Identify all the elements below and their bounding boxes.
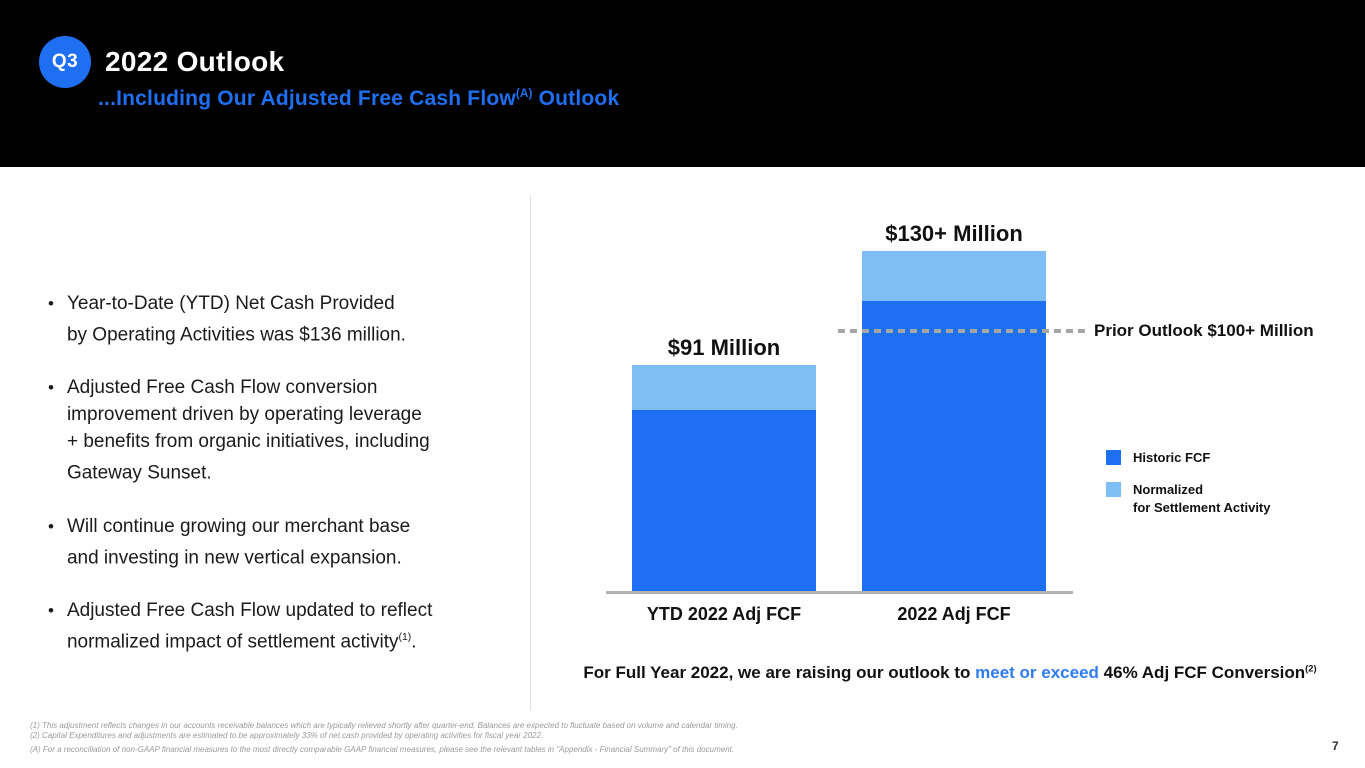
footnote-a: (A) For a reconciliation of non-GAAP fin…: [30, 745, 735, 754]
vertical-divider: [530, 196, 531, 710]
bar-2022-value-label: $130+ Million: [885, 221, 1023, 246]
bar-2022-historic-segment: [862, 301, 1046, 591]
normalized-swatch: [1106, 482, 1121, 497]
outlook-statement: For Full Year 2022, we are raising our o…: [540, 663, 1360, 683]
prior-outlook-dashed-line: [838, 329, 1087, 333]
q3-badge-label: Q3: [51, 51, 79, 72]
page-number: 7: [1332, 739, 1339, 753]
bar-2022-normalized-segment: [862, 251, 1046, 301]
bar-ytd-historic-segment: [632, 410, 816, 591]
x-axis-label-2022: 2022 Adj FCF: [897, 604, 1011, 624]
bullet-item: • Year-to-Date (YTD) Net Cash Provided b…: [48, 290, 518, 348]
prior-outlook-label: Prior Outlook $100+ Million: [1094, 321, 1314, 340]
bar-ytd-normalized-segment: [632, 365, 816, 410]
chart-baseline: [606, 591, 1073, 594]
bullet-footnote-ref: (1): [398, 631, 412, 643]
footnotes: (1) This adjustment reflects changes in …: [30, 721, 1130, 755]
subtitle-text: ...Including Our Adjusted Free Cash Flow: [98, 87, 516, 110]
outlook-text: For Full Year 2022, we are raising our o…: [583, 663, 976, 682]
subtitle-footnote-ref: (A): [515, 88, 533, 100]
footnote-2: (2) Capital Expenditures and adjustments…: [30, 731, 544, 740]
bullet-dot-icon: •: [48, 600, 54, 620]
slide-header: Q3 2022 Outlook ...Including Our Adjuste…: [0, 0, 1365, 167]
x-axis-label-ytd: YTD 2022 Adj FCF: [646, 604, 802, 624]
q3-badge: Q3: [39, 36, 91, 88]
legend-label: Historic FCF: [1133, 450, 1211, 465]
footnote-1: (1) This adjustment reflects changes in …: [30, 721, 738, 730]
bullet-dot-icon: •: [48, 378, 54, 398]
bullet-item: • Adjusted Free Cash Flow updated to ref…: [48, 597, 518, 655]
bar-ytd-value-label: $91 Million: [667, 335, 781, 360]
bullet-text: Adjusted Free Cash Flow updated to refle…: [66, 599, 433, 653]
bullet-dot-icon: •: [48, 294, 54, 313]
chart-legend: Historic FCF Normalized for Settlement A…: [1106, 449, 1271, 531]
outlook-text-suffix: 46% Adj FCF Conversion: [1098, 663, 1306, 682]
bullet-text: Adjusted Free Cash Flow conversion impro…: [66, 377, 430, 484]
page-title: 2022 Outlook: [105, 46, 285, 77]
legend-item-normalized: Normalized for Settlement Activity: [1106, 481, 1271, 517]
subtitle-text-suffix: Outlook: [532, 87, 620, 110]
bullet-list: • Year-to-Date (YTD) Net Cash Provided b…: [48, 290, 518, 681]
bullet-item: • Will continue growing our merchant bas…: [48, 513, 518, 571]
legend-label: Normalized for Settlement Activity: [1133, 482, 1271, 515]
bullet-text: Will continue growing our merchant base …: [66, 515, 411, 568]
bullet-dot-icon: •: [48, 516, 54, 536]
bullet-item: • Adjusted Free Cash Flow conversion imp…: [48, 374, 518, 486]
outlook-highlight: meet or exceed: [975, 663, 1099, 682]
slide-subtitle: ...Including Our Adjusted Free Cash Flow…: [98, 87, 619, 111]
legend-item-historic: Historic FCF: [1106, 449, 1271, 467]
bullet-text: Year-to-Date (YTD) Net Cash Provided by …: [66, 293, 406, 346]
outlook-footnote-ref: (2): [1305, 663, 1317, 674]
historic-fcf-swatch: [1106, 450, 1121, 465]
